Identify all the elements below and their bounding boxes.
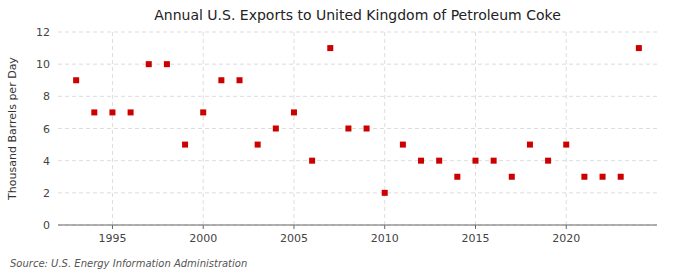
- point: [200, 109, 206, 115]
- y-axis-label: Thousand Barrels per Day: [6, 57, 19, 201]
- x-axis-line: [58, 225, 657, 226]
- point: [454, 174, 460, 180]
- point: [545, 158, 551, 164]
- point: [345, 126, 351, 132]
- point: [164, 61, 170, 67]
- y-tick-label: 0: [43, 219, 50, 232]
- point: [146, 61, 152, 67]
- point: [309, 158, 315, 164]
- point: [618, 174, 624, 180]
- point: [636, 45, 642, 51]
- point: [400, 142, 406, 148]
- point: [273, 126, 279, 132]
- y-grid-line: [58, 128, 657, 129]
- point: [563, 142, 569, 148]
- x-tick-label: 1995: [98, 232, 126, 245]
- x-tick-label: 2010: [371, 232, 399, 245]
- point: [382, 190, 388, 196]
- title: Annual U.S. Exports to United Kingdom of…: [154, 7, 561, 23]
- point: [509, 174, 515, 180]
- y-tick-label: 6: [43, 123, 50, 136]
- point: [581, 174, 587, 180]
- point: [128, 109, 134, 115]
- y-grid-line: [58, 225, 657, 226]
- y-grid-line: [58, 32, 657, 33]
- x-tick: [112, 225, 113, 229]
- point: [291, 109, 297, 115]
- grid: [58, 32, 657, 225]
- x-tick-label: 2015: [461, 232, 489, 245]
- y-tick-label: 2: [43, 187, 50, 200]
- point: [527, 142, 533, 148]
- chart: 0 2 4 6 8 10 12 1995 2000 2005 2010 2015 2020 Annual …: [0, 0, 675, 275]
- x-grid-line: [293, 32, 294, 225]
- point: [91, 109, 97, 115]
- point: [600, 174, 606, 180]
- x-grid-line: [203, 32, 204, 225]
- x-tick: [475, 225, 476, 229]
- y-grid-line: [58, 96, 657, 97]
- point: [436, 158, 442, 164]
- point: [73, 77, 79, 83]
- x-grid-line: [112, 32, 113, 225]
- point: [327, 45, 333, 51]
- source-note: Source: U.S. Energy Information Administ…: [10, 258, 247, 269]
- x-tick: [293, 225, 294, 229]
- x-grid-line: [475, 32, 476, 225]
- points: [73, 45, 642, 196]
- y-tick-label: 10: [36, 58, 50, 71]
- x-grid-line: [384, 32, 385, 225]
- point: [237, 77, 243, 83]
- point: [491, 158, 497, 164]
- point: [418, 158, 424, 164]
- point: [109, 109, 115, 115]
- point: [218, 77, 224, 83]
- y-tick-label: 8: [43, 90, 50, 103]
- point: [255, 142, 261, 148]
- x-tick-label: 2020: [552, 232, 580, 245]
- point: [472, 158, 478, 164]
- y-tick-label: 4: [43, 155, 50, 168]
- x-tick-label: 2005: [280, 232, 308, 245]
- point: [182, 142, 188, 148]
- x-tick: [384, 225, 385, 229]
- x-tick: [566, 225, 567, 229]
- point: [364, 126, 370, 132]
- x-tick: [203, 225, 204, 229]
- y-grid-line: [58, 160, 657, 161]
- y-grid-line: [58, 192, 657, 193]
- y-tick-label: 12: [36, 26, 50, 39]
- x-grid-line: [566, 32, 567, 225]
- x-tick-label: 2000: [189, 232, 217, 245]
